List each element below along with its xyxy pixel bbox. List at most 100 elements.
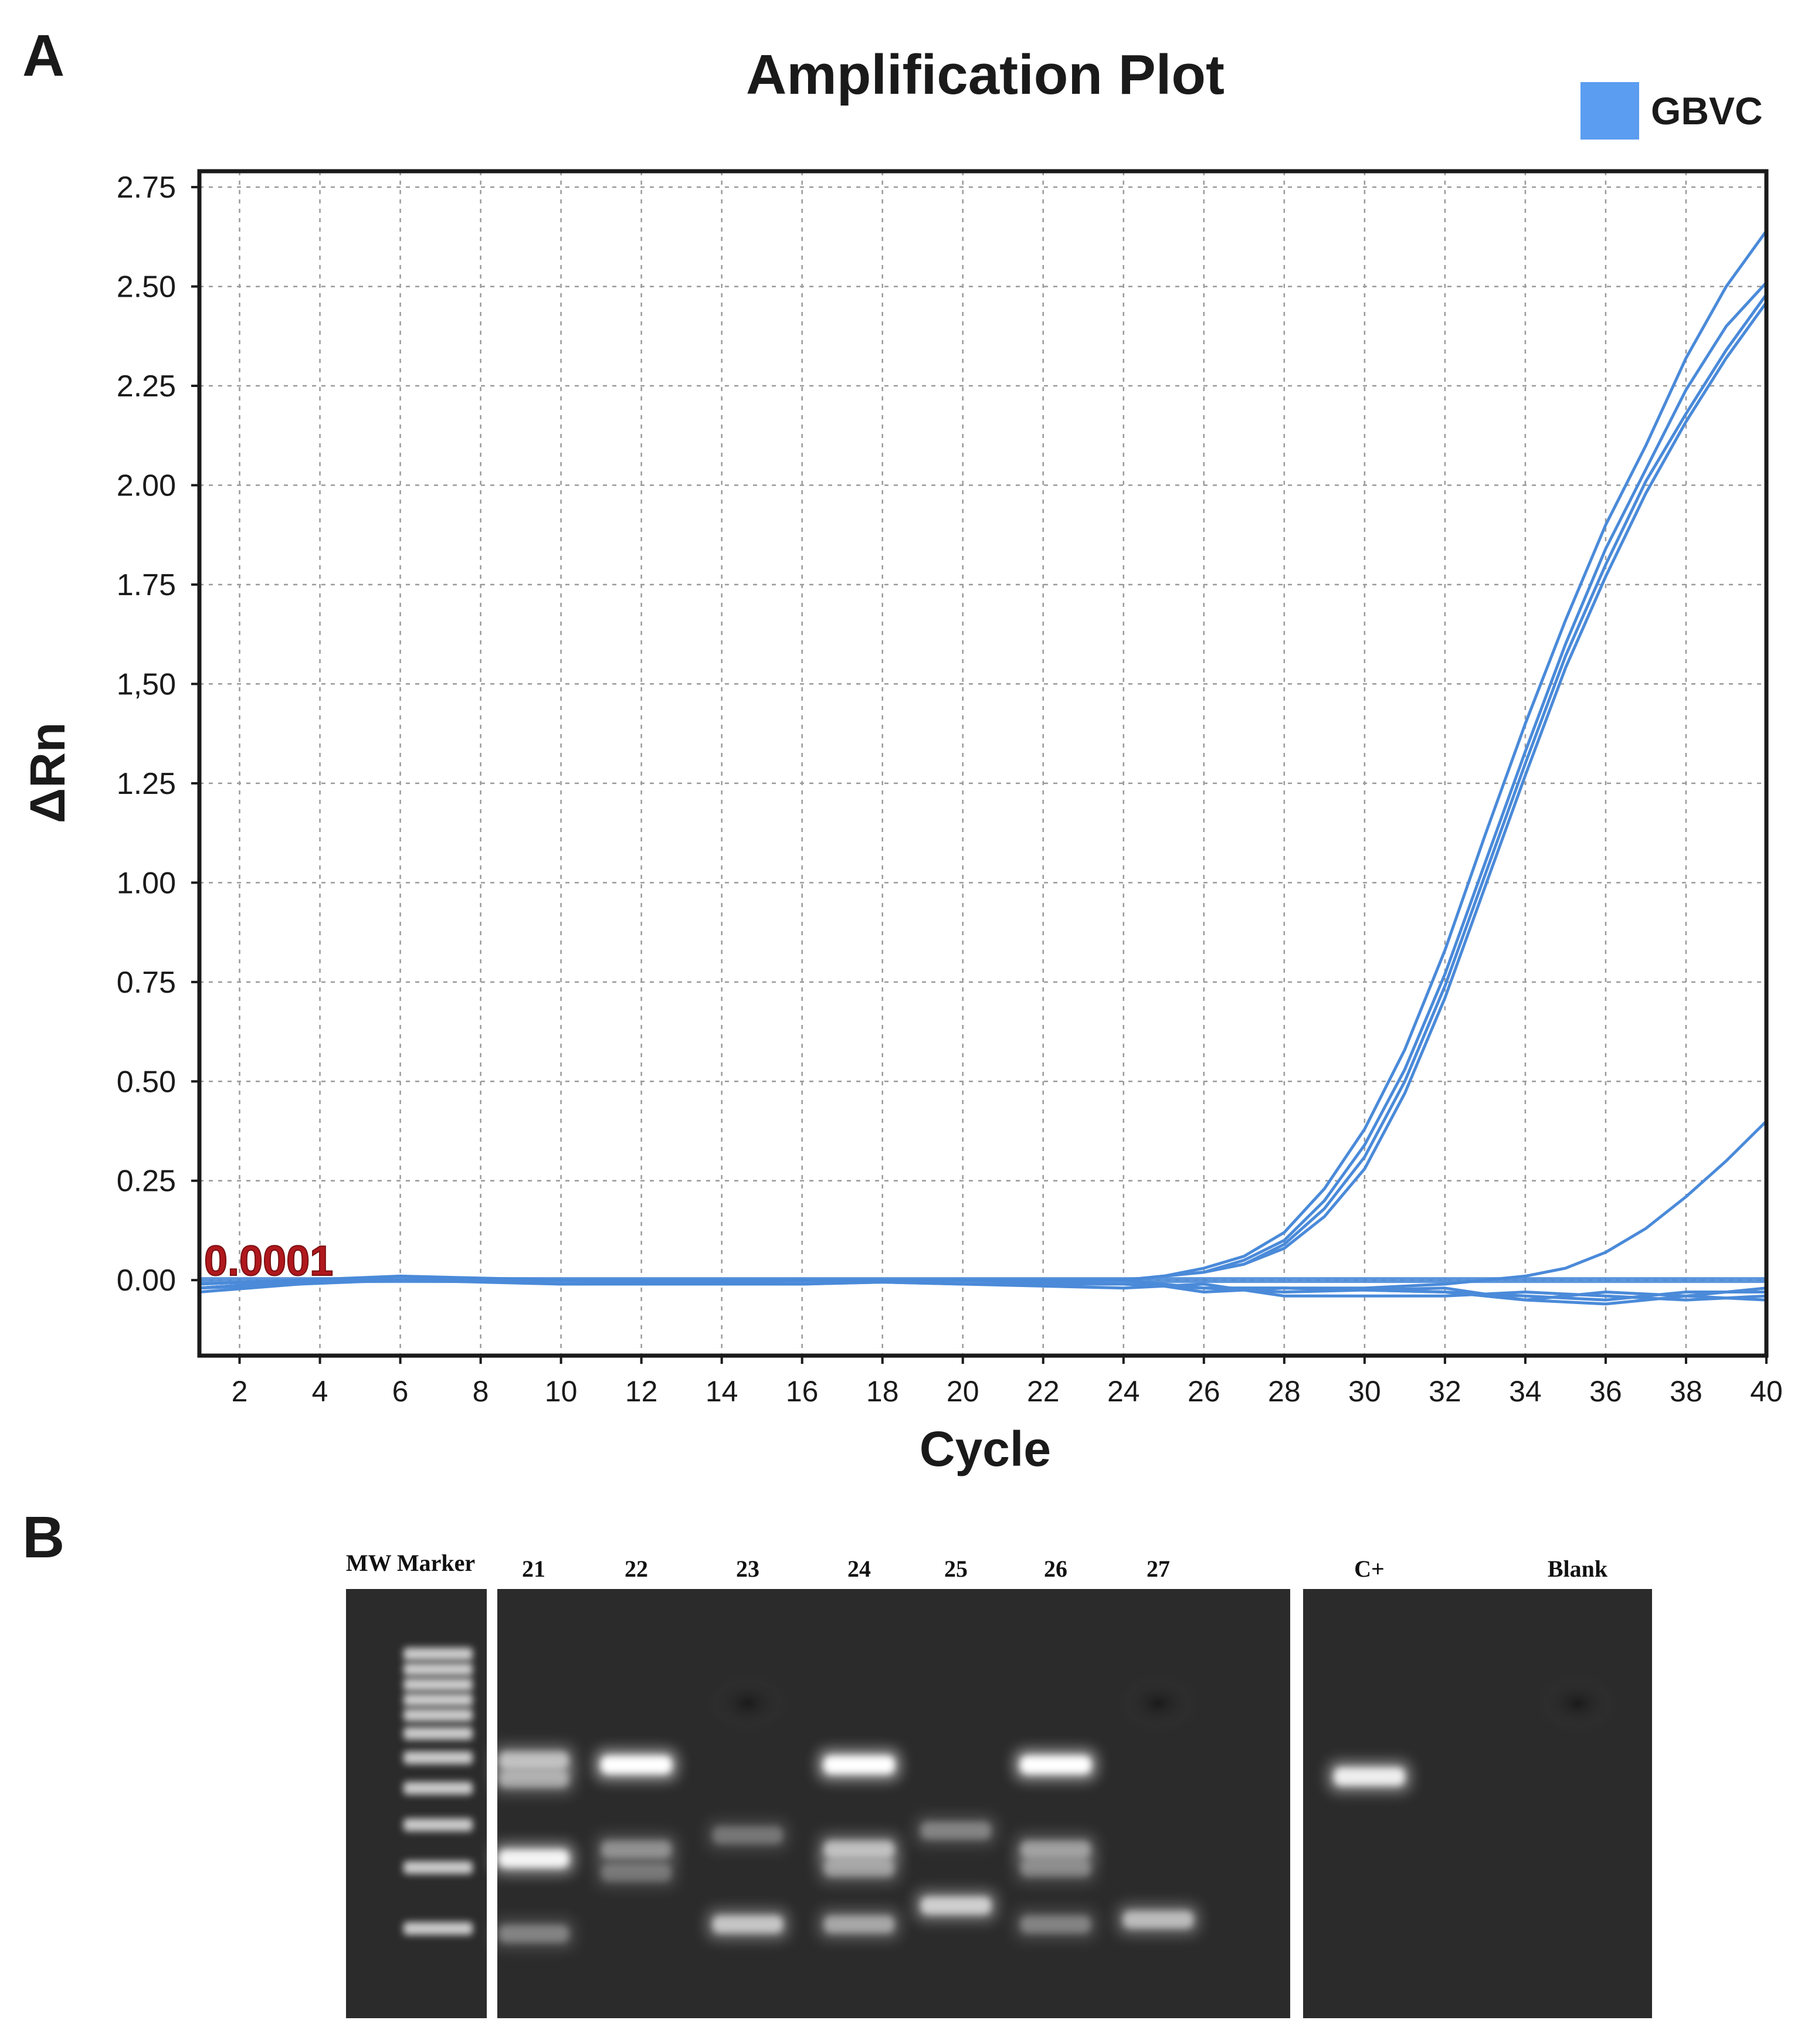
series-line-gbvc-5: [198, 1119, 1768, 1290]
gel-well: [1117, 1674, 1199, 1733]
gel-ladder-band: [403, 1781, 473, 1795]
x-tick-label: 38: [1670, 1375, 1702, 1408]
y-axis-title: ΔRn: [20, 722, 75, 823]
gel-band-control: [1334, 1768, 1405, 1785]
y-tick-label: 0.50: [117, 1065, 176, 1099]
gel-band-lane-25: [921, 1822, 991, 1839]
series-line-gbvc-3: [198, 293, 1768, 1290]
y-tick-label: 2.00: [117, 469, 176, 503]
x-tick-label: 26: [1188, 1375, 1220, 1408]
x-tick-label: 40: [1750, 1375, 1783, 1408]
x-tick-label: 8: [473, 1375, 489, 1408]
gel-ladder-band: [403, 1818, 473, 1832]
gel-band-lane-23: [713, 1916, 783, 1933]
gel-band-lane-22: [601, 1864, 671, 1882]
y-tick-label: 0.75: [117, 966, 176, 1000]
gel-ladder-band: [403, 1678, 473, 1691]
x-tick-label: 36: [1589, 1375, 1622, 1408]
series-lines: [198, 229, 1768, 1306]
panel-a-label: A: [22, 23, 65, 89]
legend-swatch-gbvc: [1580, 82, 1639, 140]
y-axis-ticks: 0.00 0.25 0.50 0.75 1.00 1.25 1,50 1.75 2.00 2.25…: [117, 171, 199, 1298]
y-tick-label: 0.25: [117, 1164, 176, 1198]
x-tick-label: 12: [625, 1375, 658, 1408]
gel-bands: [403, 1648, 1619, 1949]
series-line-gbvc-4: [198, 301, 1768, 1290]
x-tick-label: 30: [1348, 1375, 1381, 1408]
gel-lane-label-23: 23: [736, 1556, 759, 1582]
gel-image: [346, 1589, 1652, 2018]
x-tick-label: 32: [1429, 1375, 1461, 1408]
amplification-chart: Amplification Plot GBVC 0.00 0.25 0.50 0.75…: [20, 43, 1783, 1476]
gel-band-lane-25: [921, 1897, 991, 1914]
gel-lane-label-26: 26: [1044, 1556, 1067, 1582]
gel-ladder-band: [403, 1861, 473, 1874]
x-axis-ticks: 2 4 6 8 10 12 14 16 18 20 22 24 26 28 30 32 34 36 38 40: [232, 1356, 1783, 1408]
gel-sample-panel: [497, 1589, 1290, 2018]
x-tick-label: 6: [392, 1375, 409, 1408]
chart-title: Amplification Plot: [746, 43, 1225, 106]
x-tick-label: 22: [1027, 1375, 1060, 1408]
gel-band-lane-26: [1020, 1916, 1091, 1933]
gel-well: [707, 1674, 789, 1733]
x-tick-label: 20: [947, 1375, 979, 1408]
gel-ladder-band: [403, 1693, 473, 1706]
threshold-label: 0.0001: [204, 1238, 333, 1285]
series-line-gbvc-2: [198, 281, 1768, 1290]
gel-ladder-band: [403, 1663, 473, 1676]
gel-lane-label-21: 21: [522, 1556, 545, 1582]
x-tick-label: 28: [1268, 1375, 1301, 1408]
gel-lane-label-c-positive: C+: [1354, 1556, 1385, 1582]
gel-band-lane-24: [824, 1916, 894, 1933]
y-tick-label: 2.75: [117, 171, 176, 205]
y-tick-label: 1.75: [117, 568, 176, 602]
gel-label-mw-marker: MW Marker: [345, 1550, 476, 1576]
gel-band-lane-24: [824, 1859, 894, 1877]
gel-control-panel: [1303, 1589, 1652, 2018]
gel-band-lane-22: [601, 1756, 671, 1774]
gel-ladder-band: [403, 1922, 473, 1935]
y-tick-label: 2.50: [117, 270, 176, 304]
gel-band-lane-26: [1020, 1859, 1091, 1877]
gel-lane-label-27: 27: [1147, 1556, 1170, 1582]
x-tick-label: 4: [312, 1375, 328, 1408]
series-line-neg-4: [198, 1274, 1768, 1302]
x-tick-label: 34: [1509, 1375, 1542, 1408]
legend: GBVC: [1580, 82, 1763, 140]
gel-band-lane-22: [601, 1841, 671, 1858]
gel-lane-label-22: 22: [625, 1556, 648, 1582]
gel-lane-label-blank: Blank: [1547, 1556, 1608, 1582]
gel-band-lane-24: [824, 1756, 894, 1774]
gel-ladder-band: [403, 1751, 473, 1764]
gel-ladder-band: [403, 1727, 473, 1740]
panel-b-label: B: [22, 1505, 65, 1570]
x-tick-label: 14: [706, 1375, 738, 1408]
gel-band-lane-21: [498, 1850, 569, 1868]
gel-band-lane-23: [713, 1826, 783, 1844]
gel-band-lane-21: [498, 1770, 569, 1788]
gel-band-lane-21: [498, 1925, 569, 1943]
gel-lane-label-25: 25: [944, 1556, 968, 1582]
y-tick-label: 1,50: [117, 667, 176, 701]
x-axis-title: Cycle: [920, 1421, 1051, 1476]
y-tick-label: 1.25: [117, 767, 176, 801]
legend-label-gbvc: GBVC: [1651, 89, 1763, 133]
x-tick-label: 16: [786, 1375, 819, 1408]
plot-frame: [197, 169, 1769, 1358]
gel-well: [1537, 1674, 1619, 1733]
grid: [199, 171, 1768, 1356]
y-tick-label: 2.25: [117, 369, 176, 403]
gel-band-lane-26: [1020, 1756, 1091, 1774]
series-line-neg-2: [198, 1274, 1768, 1302]
x-tick-label: 2: [232, 1375, 248, 1408]
y-tick-label: 1.00: [117, 866, 176, 900]
y-tick-label: 0.00: [117, 1264, 176, 1298]
gel-band-lane-27: [1123, 1911, 1193, 1928]
x-tick-label: 18: [866, 1375, 899, 1408]
gel-ladder-band: [403, 1648, 473, 1661]
gel-ladder-band: [403, 1709, 473, 1722]
gel-lane-label-24: 24: [847, 1556, 871, 1582]
x-tick-label: 10: [545, 1375, 578, 1408]
x-tick-label: 24: [1107, 1375, 1140, 1408]
